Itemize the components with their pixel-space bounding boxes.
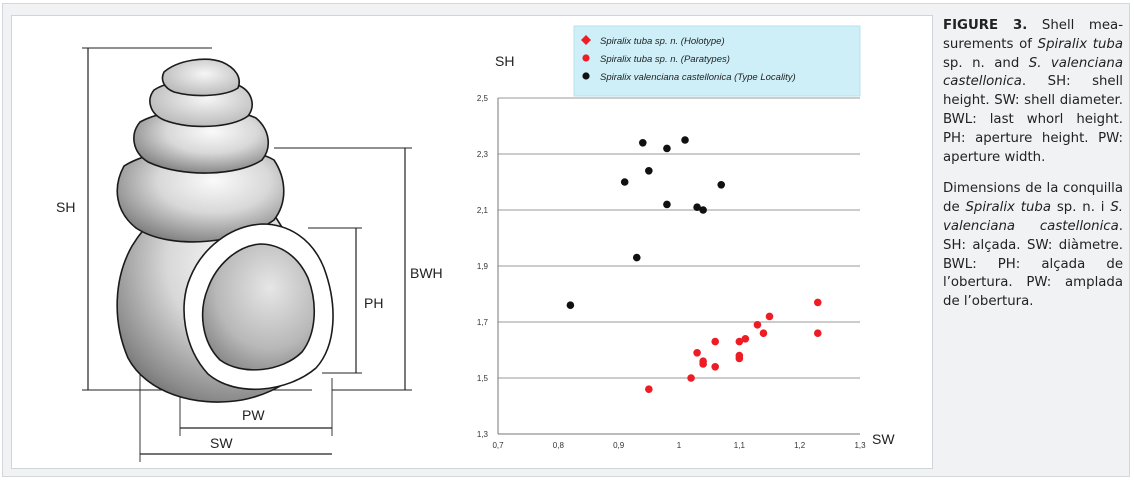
data-point [693, 349, 701, 357]
shell-diagram [82, 47, 412, 462]
caption-en-part-3: sp. n. and [943, 55, 1029, 71]
legend-label-paratypes: Spiralix tuba sp. n. (Paratypes) [600, 54, 730, 65]
legend-box [573, 25, 861, 97]
shell-apex [161, 58, 240, 97]
data-point [566, 301, 575, 310]
label-sw: SW [210, 435, 233, 451]
caption-en-part-5: . SH: shell height. SW: shell diameter. … [943, 74, 1123, 165]
legend-marker-holotype [581, 35, 591, 45]
shell-dimension-labels: SH BWH PH PW SW [56, 199, 443, 451]
data-point [645, 385, 653, 394]
data-point [632, 253, 641, 262]
legend-marker-paratypes [582, 54, 590, 62]
x-tick-label: 1,2 [794, 441, 806, 450]
x-tick-labels: 0,7 0,8 0,9 1 1,1 1,2 1,3 [492, 441, 866, 450]
data-point [717, 181, 726, 189]
data-point [645, 167, 653, 175]
legend-label-holotype: Spiralix tuba sp. n. (Holotype) [600, 36, 725, 47]
caption-en-species-1: Spiralix tuba [1037, 36, 1123, 52]
figure-frame: SH BWH PH PW SW 1,3 1,5 1,7 1,9 2,1 2,3 2,5 0,… [2, 3, 1130, 477]
caption-english: FIGURE 3. Shell mea­surements of Spirali… [943, 17, 1123, 167]
y-tick-label: 1,5 [477, 374, 489, 383]
scatter-chart: 1,3 1,5 1,7 1,9 2,1 2,3 2,5 0,7 0,8 0,9 1 1,1 1,2 1,… [477, 25, 895, 450]
legend-label-type-locality: Spiralix valenciana castellonica (Type L… [600, 72, 796, 83]
caption-ca-part-1: Dimensions de la conquilla de [943, 181, 1123, 216]
x-tick-label: 0,9 [613, 441, 625, 450]
data-point [663, 200, 671, 209]
data-point [759, 329, 768, 338]
caption-figure-number: FIGURE 3. [943, 18, 1028, 33]
data-point [693, 203, 701, 211]
legend-marker-type-locality [582, 72, 590, 80]
caption-catalan: Dimensions de la conquilla de Spiralix t… [943, 180, 1123, 312]
caption-ca-part-5: . SH: alçada. SW: diàmetre. BWL: PH: alç… [943, 218, 1123, 310]
y-tick-label: 2,3 [477, 150, 489, 159]
data-point [711, 337, 719, 346]
data-point [735, 337, 744, 346]
chart-legend: Spiralix tuba sp. n. (Holotype) Spiralix… [573, 25, 861, 97]
label-pw: PW [242, 407, 265, 423]
data-point [663, 144, 671, 153]
x-tick-label: 1,1 [734, 441, 746, 450]
caption-en-species-2: S. valenciana castello­nica [943, 55, 1123, 90]
y-tick-labels: 1,3 1,5 1,7 1,9 2,1 2,3 2,5 [477, 94, 489, 439]
x-tick-label: 0,8 [553, 441, 565, 450]
data-point [711, 363, 719, 371]
data-point [699, 206, 707, 214]
figure-caption: FIGURE 3. Shell mea­surements of Spirali… [943, 17, 1123, 325]
data-point [681, 136, 689, 144]
x-axis-label: SW [872, 431, 895, 447]
label-ph: PH [364, 295, 383, 311]
caption-en-part-1: Shell mea­surements of [943, 18, 1123, 52]
y-tick-label: 2,1 [477, 206, 489, 215]
data-point [813, 329, 822, 338]
shell-aperture [201, 243, 316, 371]
y-tick-label: 1,7 [477, 318, 489, 327]
data-point [813, 298, 822, 307]
data-point [753, 321, 762, 329]
caption-ca-part-3: sp. n. i [1051, 200, 1111, 216]
data-point [639, 139, 647, 147]
data-point [735, 351, 744, 360]
data-point [687, 374, 695, 382]
y-axis-label: SH [495, 53, 514, 69]
data-point [765, 312, 774, 321]
shell-drawing [116, 58, 334, 403]
data-point [741, 335, 750, 343]
caption-ca-species-2: S. valen­ciana castellonica [943, 200, 1123, 234]
y-tick-label: 2,5 [477, 94, 489, 103]
figure-svg: SH BWH PH PW SW 1,3 1,5 1,7 1,9 2,1 2,3 2,5 0,… [56, 25, 895, 462]
data-point [620, 178, 629, 186]
chart-points [566, 136, 822, 394]
figure-panel: SH BWH PH PW SW 1,3 1,5 1,7 1,9 2,1 2,3 2,5 0,… [11, 15, 933, 469]
caption-ca-species-1: Spiralix tuba [965, 200, 1051, 216]
chart-gridlines [498, 97, 860, 379]
data-point [699, 357, 707, 366]
y-tick-label: 1,9 [477, 262, 489, 271]
x-tick-label: 0,7 [492, 441, 504, 450]
label-sh: SH [56, 199, 75, 215]
x-tick-label: 1,3 [854, 441, 866, 450]
x-tick-label: 1 [677, 441, 682, 450]
label-bwh: BWH [410, 265, 443, 281]
y-tick-label: 1,3 [477, 430, 489, 439]
